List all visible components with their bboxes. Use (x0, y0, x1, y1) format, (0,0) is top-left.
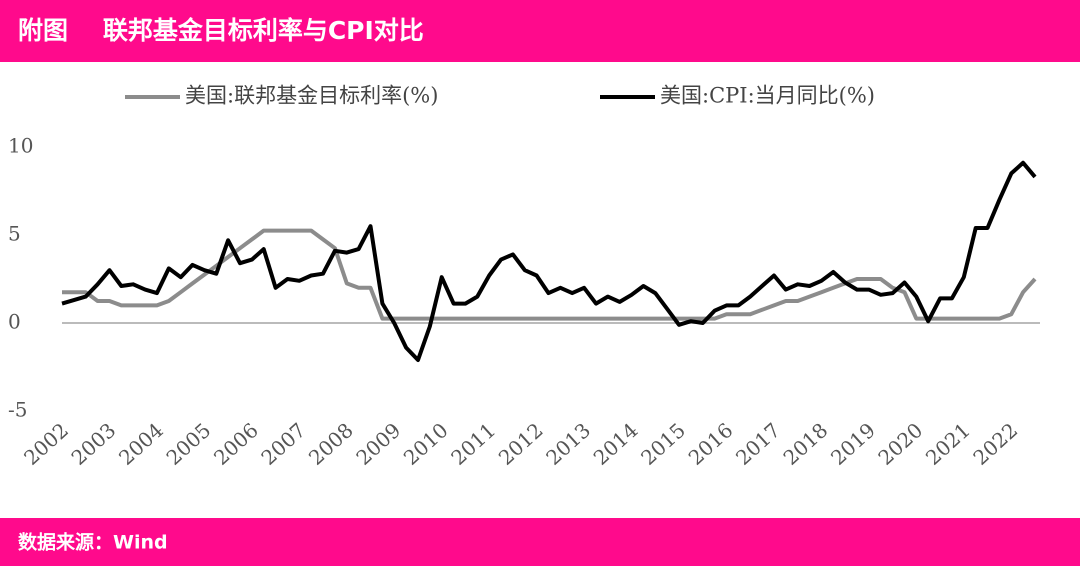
x-tick-label: 2008 (304, 418, 358, 470)
header-bar (0, 0, 1080, 62)
x-tick-label: 2015 (636, 418, 690, 470)
x-tick-label: 2018 (779, 418, 833, 470)
chart-title: 附图 联邦基金目标利率与CPI对比 (18, 16, 424, 45)
series-line (61, 160, 1037, 362)
y-tick-label: 5 (8, 222, 21, 246)
legend-label: 美国:联邦基金目标利率(%) (185, 84, 438, 108)
x-tick-label: 2009 (351, 418, 405, 470)
x-tick-label: 2017 (731, 418, 785, 470)
x-tick-label: 2012 (494, 418, 548, 470)
y-tick-label: 10 (8, 134, 33, 158)
x-tick-label: 2022 (968, 418, 1022, 470)
x-tick-label: 2010 (399, 418, 453, 470)
x-tick-label: 2006 (209, 418, 263, 470)
x-tick-label: 2020 (873, 418, 927, 470)
x-tick-label: 2019 (826, 418, 880, 470)
x-tick-label: 2013 (541, 418, 595, 470)
footer-bar (0, 518, 1080, 566)
x-tick-label: 2005 (162, 418, 216, 470)
x-tick-label: 2003 (67, 418, 121, 470)
series-line (62, 228, 1037, 321)
y-tick-label: -5 (8, 398, 27, 422)
x-tick-label: 2002 (19, 418, 73, 470)
x-tick-label: 2007 (256, 418, 310, 470)
legend-label: 美国:CPI:当月同比(%) (660, 84, 875, 108)
x-tick-label: 2004 (114, 418, 168, 470)
y-tick-label: 0 (8, 310, 21, 334)
source-note: 数据来源：Wind (18, 531, 168, 554)
x-tick-label: 2021 (921, 418, 975, 470)
x-tick-label: 2016 (684, 418, 738, 470)
x-tick-label: 2014 (589, 418, 643, 470)
x-tick-label: 2011 (446, 418, 500, 470)
